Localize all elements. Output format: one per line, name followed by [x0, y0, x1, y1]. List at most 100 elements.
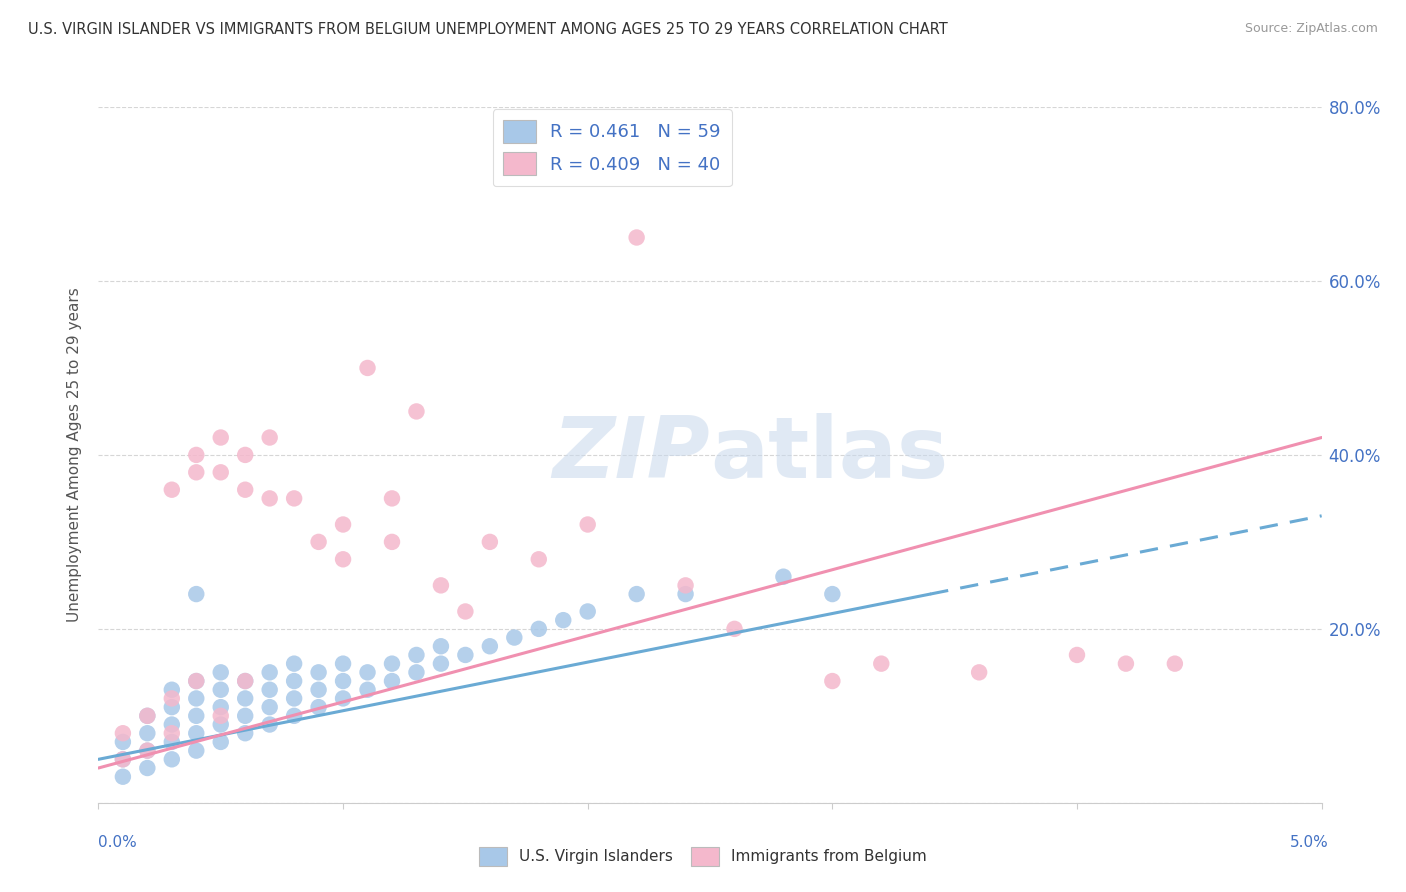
- Point: [283, 491, 305, 506]
- Point: [186, 448, 208, 462]
- Point: [1066, 648, 1088, 662]
- Point: [186, 744, 208, 758]
- Point: [527, 622, 550, 636]
- Point: [308, 665, 330, 680]
- Point: [527, 552, 550, 566]
- Point: [967, 665, 990, 680]
- Point: [870, 657, 893, 671]
- Point: [209, 708, 232, 723]
- Point: [233, 483, 256, 497]
- Point: [478, 534, 501, 549]
- Point: [160, 726, 183, 740]
- Point: [259, 717, 281, 731]
- Point: [553, 613, 575, 627]
- Point: [356, 682, 378, 697]
- Point: [209, 682, 232, 697]
- Point: [405, 404, 427, 418]
- Point: [356, 360, 378, 375]
- Text: Source: ZipAtlas.com: Source: ZipAtlas.com: [1244, 22, 1378, 36]
- Point: [186, 726, 208, 740]
- Text: atlas: atlas: [710, 413, 948, 497]
- Point: [259, 665, 281, 680]
- Point: [675, 587, 697, 601]
- Point: [209, 735, 232, 749]
- Point: [381, 657, 404, 671]
- Point: [405, 648, 427, 662]
- Point: [209, 717, 232, 731]
- Point: [160, 717, 183, 731]
- Point: [772, 570, 794, 584]
- Point: [186, 587, 208, 601]
- Point: [430, 639, 453, 653]
- Point: [160, 752, 183, 766]
- Point: [626, 587, 648, 601]
- Point: [283, 674, 305, 689]
- Point: [503, 631, 526, 645]
- Point: [160, 700, 183, 714]
- Legend: U.S. Virgin Islanders, Immigrants from Belgium: U.S. Virgin Islanders, Immigrants from B…: [479, 847, 927, 866]
- Point: [259, 700, 281, 714]
- Point: [283, 691, 305, 706]
- Point: [332, 657, 354, 671]
- Point: [332, 674, 354, 689]
- Point: [136, 744, 159, 758]
- Point: [308, 534, 330, 549]
- Point: [283, 708, 305, 723]
- Text: ZIP: ZIP: [553, 413, 710, 497]
- Point: [1164, 657, 1187, 671]
- Point: [160, 483, 183, 497]
- Point: [381, 534, 404, 549]
- Point: [136, 708, 159, 723]
- Point: [111, 770, 134, 784]
- Point: [233, 726, 256, 740]
- Point: [233, 708, 256, 723]
- Text: U.S. VIRGIN ISLANDER VS IMMIGRANTS FROM BELGIUM UNEMPLOYMENT AMONG AGES 25 TO 29: U.S. VIRGIN ISLANDER VS IMMIGRANTS FROM …: [28, 22, 948, 37]
- Point: [233, 674, 256, 689]
- Point: [209, 431, 232, 445]
- Point: [259, 491, 281, 506]
- Point: [160, 691, 183, 706]
- Point: [186, 691, 208, 706]
- Point: [332, 552, 354, 566]
- Point: [136, 708, 159, 723]
- Point: [111, 752, 134, 766]
- Point: [136, 744, 159, 758]
- Point: [308, 700, 330, 714]
- Point: [1115, 657, 1137, 671]
- Point: [626, 230, 648, 244]
- Point: [821, 587, 844, 601]
- Point: [136, 726, 159, 740]
- Point: [111, 735, 134, 749]
- Point: [111, 752, 134, 766]
- Point: [233, 691, 256, 706]
- Point: [576, 517, 599, 532]
- Point: [283, 657, 305, 671]
- Point: [723, 622, 745, 636]
- Point: [332, 517, 354, 532]
- Text: 5.0%: 5.0%: [1289, 836, 1329, 850]
- Point: [186, 466, 208, 480]
- Point: [186, 708, 208, 723]
- Point: [160, 682, 183, 697]
- Point: [160, 735, 183, 749]
- Point: [259, 431, 281, 445]
- Point: [209, 466, 232, 480]
- Point: [381, 491, 404, 506]
- Point: [186, 674, 208, 689]
- Text: 0.0%: 0.0%: [98, 836, 138, 850]
- Legend: R = 0.461   N = 59, R = 0.409   N = 40: R = 0.461 N = 59, R = 0.409 N = 40: [492, 109, 731, 186]
- Point: [454, 605, 477, 619]
- Point: [430, 578, 453, 592]
- Point: [111, 726, 134, 740]
- Point: [430, 657, 453, 671]
- Point: [454, 648, 477, 662]
- Point: [209, 700, 232, 714]
- Point: [821, 674, 844, 689]
- Point: [356, 665, 378, 680]
- Point: [136, 761, 159, 775]
- Point: [675, 578, 697, 592]
- Point: [209, 665, 232, 680]
- Point: [332, 691, 354, 706]
- Y-axis label: Unemployment Among Ages 25 to 29 years: Unemployment Among Ages 25 to 29 years: [67, 287, 83, 623]
- Point: [233, 448, 256, 462]
